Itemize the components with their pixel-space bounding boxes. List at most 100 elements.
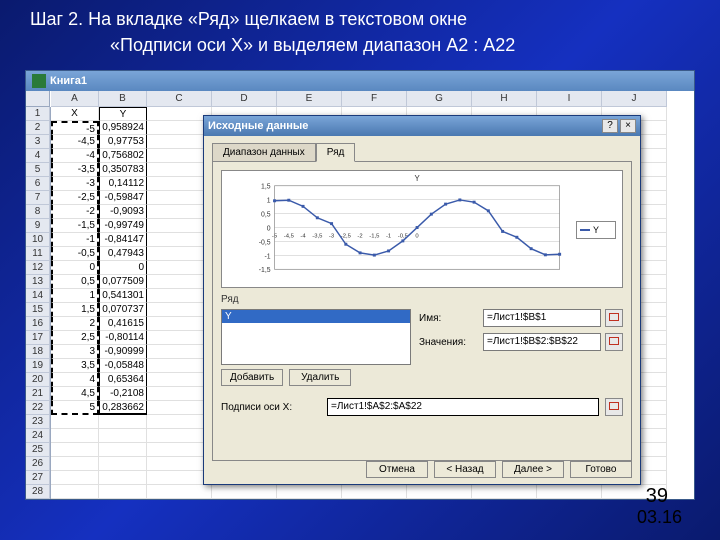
cell[interactable]: 0,350783 <box>99 163 147 177</box>
help-button[interactable]: ? <box>602 119 618 133</box>
cell[interactable]: -0,90999 <box>99 345 147 359</box>
column-header[interactable]: A <box>51 91 99 107</box>
cell[interactable]: -3 <box>51 177 99 191</box>
cell[interactable] <box>99 415 147 429</box>
cell[interactable] <box>99 471 147 485</box>
cell[interactable]: X <box>51 107 99 121</box>
cell[interactable]: 3,5 <box>51 359 99 373</box>
xlabels-input[interactable]: =Лист1!$A$2:$A$22 <box>327 398 599 416</box>
cell[interactable] <box>99 443 147 457</box>
cell[interactable]: 0,541301 <box>99 289 147 303</box>
cell[interactable]: -1,5 <box>51 219 99 233</box>
cell[interactable]: 0,14112 <box>99 177 147 191</box>
cell[interactable] <box>51 443 99 457</box>
cell[interactable]: -5 <box>51 121 99 135</box>
cell[interactable] <box>342 485 407 499</box>
row-header[interactable]: 10 <box>26 233 50 247</box>
row-header[interactable]: 16 <box>26 317 50 331</box>
row-header[interactable]: 2 <box>26 121 50 135</box>
name-input[interactable]: =Лист1!$B$1 <box>483 309 601 327</box>
cell[interactable]: -4,5 <box>51 135 99 149</box>
cell[interactable]: -0,5 <box>51 247 99 261</box>
column-header[interactable]: D <box>212 91 277 107</box>
cell[interactable]: -0,05848 <box>99 359 147 373</box>
cell[interactable] <box>537 485 602 499</box>
cell[interactable]: 2 <box>51 317 99 331</box>
cell[interactable]: 0,47943 <box>99 247 147 261</box>
cell[interactable]: 0,958924 <box>99 121 147 135</box>
row-header[interactable]: 24 <box>26 429 50 443</box>
select-all-corner[interactable] <box>26 91 50 107</box>
column-header[interactable]: B <box>99 91 147 107</box>
cell[interactable]: 3 <box>51 345 99 359</box>
cell[interactable] <box>407 485 472 499</box>
cell[interactable]: 0,070737 <box>99 303 147 317</box>
row-header[interactable]: 27 <box>26 471 50 485</box>
back-button[interactable]: < Назад <box>434 461 496 478</box>
cell[interactable] <box>212 485 277 499</box>
cell[interactable] <box>51 457 99 471</box>
tab-series[interactable]: Ряд <box>316 143 356 162</box>
tab-data-range[interactable]: Диапазон данных <box>212 143 316 162</box>
cell[interactable]: 0,5 <box>51 275 99 289</box>
cell[interactable]: Y <box>99 107 147 121</box>
cell[interactable]: -0,99749 <box>99 219 147 233</box>
cell[interactable]: -1 <box>51 233 99 247</box>
column-header[interactable]: J <box>602 91 667 107</box>
row-header[interactable]: 22 <box>26 401 50 415</box>
row-header[interactable]: 1 <box>26 107 50 121</box>
cell[interactable] <box>472 485 537 499</box>
row-header[interactable]: 5 <box>26 163 50 177</box>
cell[interactable] <box>51 429 99 443</box>
cell[interactable]: -4 <box>51 149 99 163</box>
cell[interactable]: 5 <box>51 401 99 415</box>
dialog-titlebar[interactable]: Исходные данные ? × <box>204 116 640 136</box>
cell[interactable] <box>99 485 147 499</box>
row-header[interactable]: 18 <box>26 345 50 359</box>
cell[interactable]: 4 <box>51 373 99 387</box>
row-header[interactable]: 17 <box>26 331 50 345</box>
remove-series-button[interactable]: Удалить <box>289 369 351 386</box>
row-header[interactable]: 13 <box>26 275 50 289</box>
row-header[interactable]: 25 <box>26 443 50 457</box>
cell[interactable]: -0,9093 <box>99 205 147 219</box>
cell[interactable] <box>147 485 212 499</box>
cell[interactable] <box>99 429 147 443</box>
cell[interactable] <box>99 457 147 471</box>
row-header[interactable]: 21 <box>26 387 50 401</box>
cell[interactable]: -2 <box>51 205 99 219</box>
cell[interactable] <box>277 485 342 499</box>
row-header[interactable]: 19 <box>26 359 50 373</box>
row-header[interactable]: 14 <box>26 289 50 303</box>
cell[interactable]: 1 <box>51 289 99 303</box>
row-header[interactable]: 8 <box>26 205 50 219</box>
column-header[interactable]: F <box>342 91 407 107</box>
cell[interactable] <box>51 471 99 485</box>
row-header[interactable]: 4 <box>26 149 50 163</box>
row-header[interactable]: 7 <box>26 191 50 205</box>
cell[interactable]: 1,5 <box>51 303 99 317</box>
cell[interactable]: 0 <box>51 261 99 275</box>
series-item[interactable]: Y <box>222 310 410 323</box>
cell[interactable]: 0,756802 <box>99 149 147 163</box>
row-header[interactable]: 12 <box>26 261 50 275</box>
column-header[interactable]: C <box>147 91 212 107</box>
cell[interactable]: 0,283662 <box>99 401 147 415</box>
column-header[interactable]: H <box>472 91 537 107</box>
row-header[interactable]: 6 <box>26 177 50 191</box>
series-listbox[interactable]: Y <box>221 309 411 365</box>
row-header[interactable]: 9 <box>26 219 50 233</box>
cell[interactable]: -0,84147 <box>99 233 147 247</box>
add-series-button[interactable]: Добавить <box>221 369 283 386</box>
row-header[interactable]: 23 <box>26 415 50 429</box>
row-header[interactable]: 15 <box>26 303 50 317</box>
cancel-button[interactable]: Отмена <box>366 461 428 478</box>
cell[interactable]: 2,5 <box>51 331 99 345</box>
close-button[interactable]: × <box>620 119 636 133</box>
column-header[interactable]: E <box>277 91 342 107</box>
cell[interactable]: 0,65364 <box>99 373 147 387</box>
next-button[interactable]: Далее > <box>502 461 564 478</box>
values-ref-button[interactable] <box>605 333 623 351</box>
row-header[interactable]: 20 <box>26 373 50 387</box>
column-header[interactable]: I <box>537 91 602 107</box>
